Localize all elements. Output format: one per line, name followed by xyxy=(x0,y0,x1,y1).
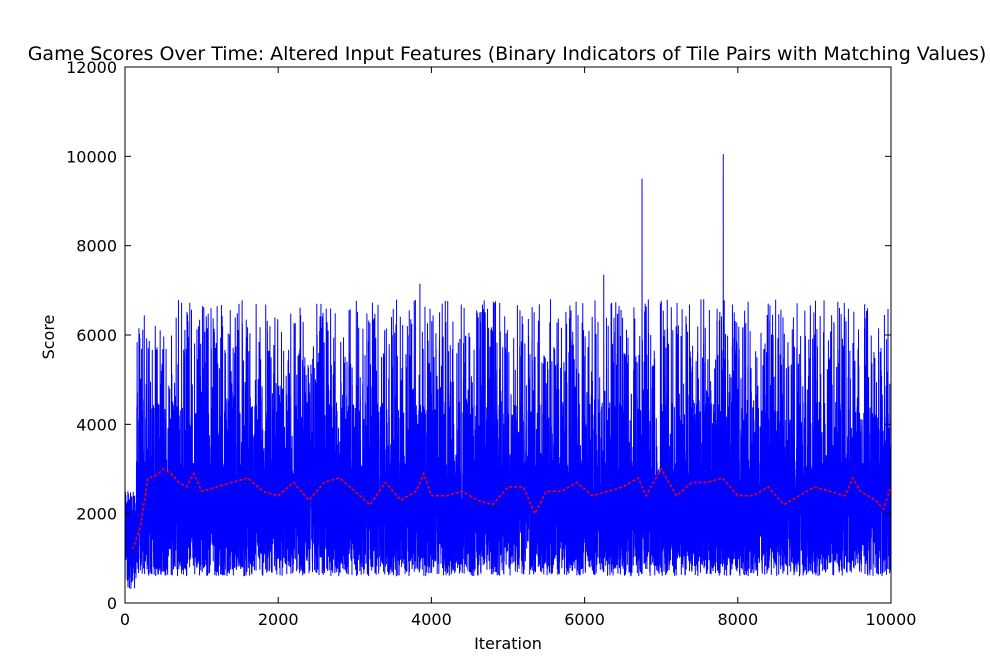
y-tick-label: 10000 xyxy=(66,147,117,166)
y-tick-label: 0 xyxy=(107,594,117,613)
y-tick-label: 12000 xyxy=(66,58,117,77)
x-axis: 0 2000 4000 6000 8000 10000 xyxy=(120,67,917,629)
plot-area xyxy=(124,66,892,604)
x-axis-label: Iteration xyxy=(474,634,542,653)
y-axis: 0 2000 4000 6000 8000 10000 12000 xyxy=(66,58,891,613)
y-tick-label: 2000 xyxy=(76,505,117,524)
chart-title: Game Scores Over Time: Altered Input Fea… xyxy=(28,43,987,65)
score-series-line xyxy=(125,154,891,589)
y-tick-label: 4000 xyxy=(76,415,117,434)
moving-average-line xyxy=(131,467,891,550)
y-tick-label: 8000 xyxy=(76,237,117,256)
x-tick-label: 4000 xyxy=(411,610,452,629)
series-layer xyxy=(125,154,891,589)
x-tick-label: 10000 xyxy=(866,610,917,629)
x-tick-label: 6000 xyxy=(564,610,605,629)
y-axis-label: Score xyxy=(39,315,58,360)
y-tick-label: 6000 xyxy=(76,326,117,345)
x-tick-label: 8000 xyxy=(717,610,758,629)
x-tick-label: 0 xyxy=(120,610,130,629)
x-tick-label: 2000 xyxy=(258,610,299,629)
